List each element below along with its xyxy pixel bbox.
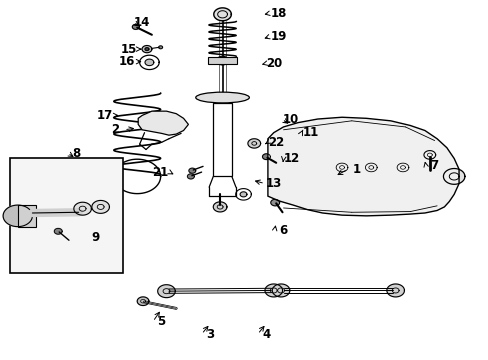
Polygon shape [92,201,109,213]
Polygon shape [213,202,226,212]
Text: 8: 8 [72,147,80,159]
Text: 10: 10 [282,113,298,126]
Text: 15: 15 [121,42,137,55]
Text: 18: 18 [270,7,286,20]
Text: 20: 20 [266,57,282,70]
Polygon shape [247,139,260,148]
Text: 9: 9 [91,231,100,244]
Polygon shape [132,24,139,30]
Bar [213,103,231,176]
Text: 11: 11 [302,126,318,139]
Text: 1: 1 [352,163,360,176]
Text: 4: 4 [262,328,270,341]
Polygon shape [3,205,32,226]
Bar [18,205,36,226]
Polygon shape [213,8,231,21]
Polygon shape [188,168,195,173]
Bar [207,57,237,64]
Polygon shape [400,166,405,169]
Polygon shape [240,192,246,197]
Polygon shape [272,284,289,297]
Text: 22: 22 [268,136,284,149]
Text: 13: 13 [265,177,281,190]
Polygon shape [142,45,152,53]
Polygon shape [145,59,154,66]
Text: 17: 17 [96,109,112,122]
Polygon shape [158,285,175,298]
Text: 2: 2 [111,123,119,136]
Polygon shape [267,117,458,216]
Text: 6: 6 [279,224,287,237]
Text: 5: 5 [157,315,165,328]
Polygon shape [386,284,404,297]
Text: 3: 3 [206,328,214,341]
Polygon shape [339,166,344,169]
Text: 12: 12 [284,152,300,165]
Polygon shape [137,297,149,306]
Ellipse shape [195,92,249,103]
Bar [10,158,122,273]
Polygon shape [368,166,373,169]
Polygon shape [74,202,91,215]
Polygon shape [235,189,251,200]
Polygon shape [216,56,228,65]
Polygon shape [138,111,188,135]
Polygon shape [262,154,270,159]
Polygon shape [264,284,282,297]
Text: 19: 19 [270,30,286,43]
Text: 7: 7 [430,159,438,172]
Polygon shape [54,228,62,234]
Polygon shape [423,150,435,159]
Polygon shape [443,168,464,184]
Polygon shape [145,48,149,50]
Polygon shape [159,46,162,49]
Text: 16: 16 [118,55,134,68]
Polygon shape [187,174,194,179]
Text: 21: 21 [152,166,168,179]
Polygon shape [270,199,279,206]
Text: 14: 14 [134,16,150,29]
Polygon shape [154,116,171,129]
